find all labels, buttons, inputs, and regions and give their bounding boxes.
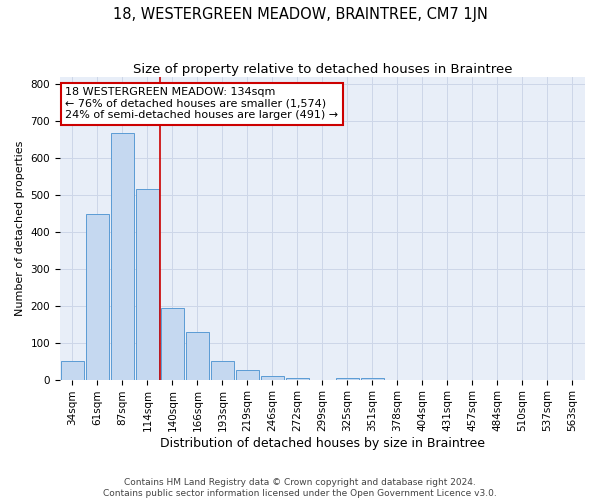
Text: 18 WESTERGREEN MEADOW: 134sqm
← 76% of detached houses are smaller (1,574)
24% o: 18 WESTERGREEN MEADOW: 134sqm ← 76% of d… bbox=[65, 88, 338, 120]
Bar bbox=[110, 133, 134, 380]
Bar bbox=[211, 361, 235, 380]
Bar bbox=[185, 332, 209, 380]
Bar bbox=[86, 214, 109, 380]
X-axis label: Distribution of detached houses by size in Braintree: Distribution of detached houses by size … bbox=[160, 437, 485, 450]
Bar bbox=[361, 378, 385, 380]
Bar bbox=[260, 376, 284, 380]
Bar bbox=[161, 308, 184, 380]
Text: 18, WESTERGREEN MEADOW, BRAINTREE, CM7 1JN: 18, WESTERGREEN MEADOW, BRAINTREE, CM7 1… bbox=[113, 8, 487, 22]
Title: Size of property relative to detached houses in Braintree: Size of property relative to detached ho… bbox=[133, 62, 512, 76]
Text: Contains HM Land Registry data © Crown copyright and database right 2024.
Contai: Contains HM Land Registry data © Crown c… bbox=[103, 478, 497, 498]
Bar bbox=[335, 378, 359, 380]
Bar bbox=[286, 378, 310, 380]
Y-axis label: Number of detached properties: Number of detached properties bbox=[15, 140, 25, 316]
Bar bbox=[136, 190, 159, 380]
Bar bbox=[236, 370, 259, 380]
Bar bbox=[61, 361, 84, 380]
